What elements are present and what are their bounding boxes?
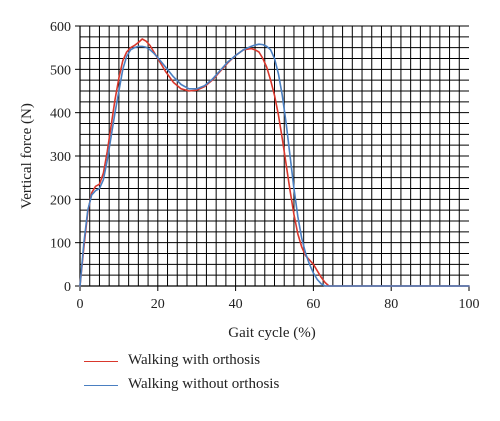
grid-layer	[80, 25, 469, 286]
x-tick-label: 100	[459, 297, 480, 312]
x-tick-label: 60	[306, 297, 320, 312]
x-tick-label: 0	[77, 297, 84, 312]
axes-layer	[75, 25, 470, 291]
x-tick-label: 80	[384, 297, 398, 312]
legend-label-without-orthosis: Walking without orthosis	[128, 376, 280, 392]
y-tick-label: 400	[50, 107, 71, 122]
x-tick-label: 20	[151, 297, 165, 312]
y-tick-label: 0	[64, 280, 71, 295]
y-tick-label: 100	[50, 237, 71, 252]
series-layer	[79, 38, 470, 287]
legend-label-with-orthosis: Walking with orthosis	[128, 352, 261, 368]
y-tick-label: 500	[50, 63, 71, 78]
legend-swatch-with-orthosis	[84, 361, 118, 362]
x-tick-label: 40	[229, 297, 243, 312]
y-tick-label: 600	[50, 20, 71, 35]
x-axis-label: Gait cycle (%)	[228, 325, 315, 341]
y-tick-label: 200	[50, 193, 71, 208]
tick-labels-layer: 0 20 40 60 80 100 0 100 200 300 400 500 600	[50, 20, 480, 312]
y-axis-label: Vertical force (N)	[19, 103, 35, 209]
series-line-without-orthosis	[79, 43, 470, 287]
legend-item-without-orthosis: Walking without orthosis	[84, 374, 404, 398]
legend: Walking with orthosis Walking without or…	[84, 350, 404, 398]
legend-swatch-without-orthosis	[84, 385, 118, 386]
y-tick-label: 300	[50, 150, 71, 165]
legend-item-with-orthosis: Walking with orthosis	[84, 350, 404, 374]
